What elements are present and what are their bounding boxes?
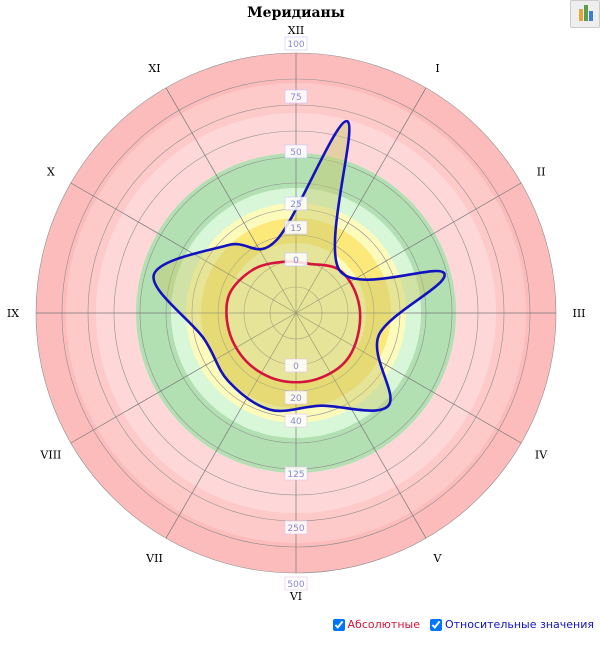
chart-title: Меридианы bbox=[247, 5, 345, 21]
scale-tick-upper: 75 bbox=[290, 93, 301, 103]
scale-tick-upper: 50 bbox=[290, 148, 302, 158]
export-chart-button[interactable] bbox=[570, 0, 600, 28]
scale-tick-upper: 0 bbox=[293, 256, 299, 266]
meridian-label: I bbox=[435, 62, 439, 75]
grid-spoke bbox=[295, 87, 427, 314]
scale-tick-box bbox=[284, 358, 308, 373]
bar-chart-icon bbox=[579, 5, 593, 21]
scale-tick-upper: 15 bbox=[290, 224, 301, 234]
scale-tick-lower: 500 bbox=[287, 580, 304, 590]
scale-tick-box bbox=[284, 196, 308, 211]
scale-tick-lower: 0 bbox=[293, 362, 299, 372]
meridian-label: III bbox=[572, 307, 585, 320]
scale-tick-box bbox=[284, 144, 308, 159]
meridian-label: X bbox=[47, 166, 55, 179]
meridian-label: VII bbox=[145, 552, 163, 565]
meridian-label: V bbox=[433, 552, 443, 565]
grid-spoke bbox=[295, 182, 522, 314]
meridian-label: XI bbox=[148, 62, 160, 75]
legend-label-absolute: Абсолютные bbox=[347, 618, 420, 631]
scale-tick-box bbox=[284, 413, 308, 428]
grid-spoke bbox=[165, 87, 297, 314]
legend-item-relative[interactable]: Относительные значения bbox=[429, 618, 594, 631]
legend-label-relative: Относительные значения bbox=[444, 618, 594, 631]
meridian-label: VIII bbox=[39, 449, 61, 462]
scale-tick-box bbox=[284, 520, 308, 535]
scale-tick-upper: 100 bbox=[287, 40, 304, 50]
grid-spoke bbox=[295, 312, 427, 539]
scale-tick-box bbox=[284, 36, 308, 51]
meridian-label: II bbox=[537, 166, 546, 179]
meridian-label: IX bbox=[7, 307, 19, 320]
chart-legend: Абсолютные Относительные значения bbox=[332, 618, 594, 631]
legend-checkbox-absolute[interactable] bbox=[332, 618, 345, 631]
scale-tick-upper: 25 bbox=[290, 200, 301, 210]
meridian-label: VI bbox=[289, 590, 302, 603]
scale-tick-box bbox=[284, 576, 308, 591]
chart-scale-ticks: 100 75 50 25 15 0 0 20 40 125 250 500 bbox=[284, 36, 308, 591]
scale-tick-box bbox=[284, 390, 308, 405]
scale-tick-box bbox=[284, 252, 308, 267]
grid-spoke bbox=[295, 312, 522, 444]
chart-grid bbox=[35, 52, 557, 574]
meridian-label: IV bbox=[535, 449, 548, 462]
scale-tick-lower: 125 bbox=[287, 470, 304, 480]
grid-spoke bbox=[70, 312, 297, 444]
scale-tick-box bbox=[284, 220, 308, 235]
scale-tick-lower: 20 bbox=[290, 394, 302, 404]
scale-tick-lower: 250 bbox=[287, 524, 304, 534]
scale-tick-lower: 40 bbox=[290, 417, 302, 427]
scale-tick-box bbox=[284, 89, 308, 104]
series-line-1 bbox=[152, 119, 446, 413]
grid-spoke bbox=[70, 182, 297, 314]
legend-checkbox-relative[interactable] bbox=[429, 618, 442, 631]
scale-tick-box bbox=[284, 466, 308, 481]
chart-series-lines bbox=[152, 119, 446, 413]
grid-spoke bbox=[165, 312, 297, 539]
legend-item-absolute[interactable]: Абсолютные bbox=[332, 618, 420, 631]
meridian-label: XII bbox=[288, 24, 305, 37]
